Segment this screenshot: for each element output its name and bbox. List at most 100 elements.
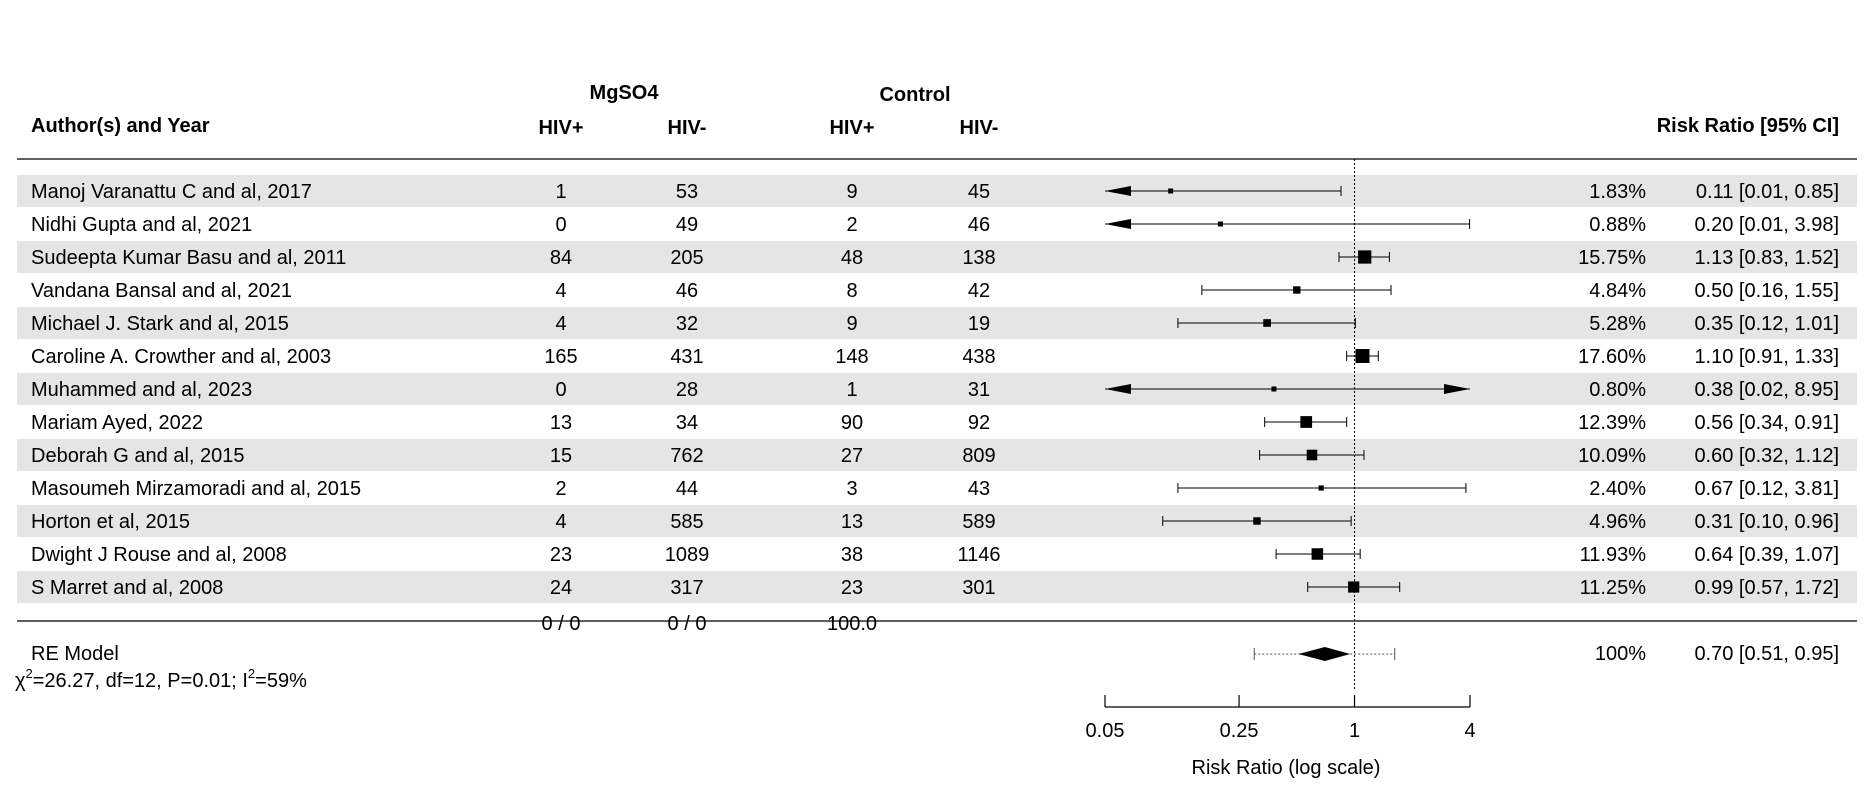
point-estimate: [1217, 221, 1223, 227]
study-weight: 11.25%: [1580, 577, 1647, 599]
cell-mg-hiv-neg: 32: [676, 313, 698, 335]
cell-ctrl-hiv-neg: 45: [968, 181, 990, 203]
cell-ctrl-hiv-neg: 19: [968, 313, 990, 335]
row-band: [17, 307, 1857, 339]
point-estimate: [1293, 286, 1301, 294]
x-tick-label: 0.05: [1086, 720, 1125, 742]
study-ci-text: 0.67 [0.12, 3.81]: [1694, 478, 1839, 500]
point-estimate: [1300, 416, 1313, 428]
cell-ctrl-hiv-pos: 3: [846, 478, 857, 500]
row-band: [17, 439, 1857, 471]
header-risk-ratio: Risk Ratio [95% CI]: [1657, 115, 1839, 137]
cell-mg-hiv-neg: 317: [670, 577, 703, 599]
point-estimate: [1263, 319, 1271, 327]
cell-mg-hiv-neg: 431: [670, 346, 703, 368]
study-weight: 1.83%: [1589, 181, 1646, 203]
cell-ctrl-hiv-pos: 2: [846, 214, 857, 236]
study-label: Caroline A. Crowther and al, 2003: [31, 346, 331, 368]
header-ctrl-hiv-pos: HIV+: [829, 117, 874, 139]
study-ci-text: 0.64 [0.39, 1.07]: [1694, 544, 1839, 566]
cell-ctrl-hiv-pos: 90: [841, 412, 863, 434]
cell-mg-hiv-pos: 2: [555, 478, 566, 500]
study-weight: 2.40%: [1589, 478, 1646, 500]
point-estimate: [1253, 517, 1261, 525]
cell-mg-hiv-neg: 28: [676, 379, 698, 401]
point-estimate: [1271, 386, 1277, 392]
point-estimate: [1358, 250, 1372, 264]
header-study: Author(s) and Year: [31, 115, 210, 137]
x-axis-label: Risk Ratio (log scale): [1192, 757, 1381, 779]
study-ci-text: 1.10 [0.91, 1.33]: [1694, 346, 1839, 368]
cell-mg-hiv-neg: 762: [670, 445, 703, 467]
row-bands: [17, 175, 1857, 603]
row-band: [17, 241, 1857, 273]
study-weight: 5.28%: [1589, 313, 1646, 335]
total-mg-hiv-pos: 0 / 0: [542, 613, 581, 635]
cell-mg-hiv-pos: 1: [555, 181, 566, 203]
cell-mg-hiv-neg: 205: [670, 247, 703, 269]
header-mgso4: MgSO4: [590, 82, 660, 104]
cell-ctrl-hiv-pos: 27: [841, 445, 863, 467]
ci-left-arrow: [1105, 219, 1131, 229]
cell-ctrl-hiv-neg: 43: [968, 478, 990, 500]
study-ci-text: 0.38 [0.02, 8.95]: [1694, 379, 1839, 401]
study-weight: 15.75%: [1578, 247, 1646, 269]
header-ctrl-hiv-neg: HIV-: [960, 117, 999, 139]
cell-ctrl-hiv-pos: 48: [841, 247, 863, 269]
study-ci-text: 0.99 [0.57, 1.72]: [1694, 577, 1839, 599]
study-weight: 4.96%: [1589, 511, 1646, 533]
point-estimate: [1311, 548, 1324, 560]
cell-mg-hiv-neg: 46: [676, 280, 698, 302]
study-ci-text: 0.35 [0.12, 1.01]: [1694, 313, 1839, 335]
x-tick-label: 0.25: [1220, 720, 1259, 742]
cell-ctrl-hiv-neg: 46: [968, 214, 990, 236]
heterogeneity-stats: χ2=26.27, df=12, P=0.01; I2=59%: [15, 666, 307, 692]
cell-ctrl-hiv-pos: 8: [846, 280, 857, 302]
ci-left-arrow: [1105, 384, 1131, 394]
study-weight: 12.39%: [1578, 412, 1646, 434]
summary-weight: 100%: [1595, 643, 1646, 665]
study-weight: 4.84%: [1589, 280, 1646, 302]
study-label: Manoj Varanattu C and al, 2017: [31, 181, 312, 203]
study-ci-text: 0.60 [0.32, 1.12]: [1694, 445, 1839, 467]
cell-mg-hiv-neg: 34: [676, 412, 698, 434]
cell-mg-hiv-neg: 1089: [665, 544, 710, 566]
study-ci-text: 0.20 [0.01, 3.98]: [1694, 214, 1839, 236]
cell-mg-hiv-pos: 165: [544, 346, 577, 368]
cell-ctrl-hiv-neg: 92: [968, 412, 990, 434]
cell-mg-hiv-neg: 49: [676, 214, 698, 236]
cell-mg-hiv-pos: 13: [550, 412, 572, 434]
study-label: Horton et al, 2015: [31, 511, 190, 533]
x-tick-label: 4: [1464, 720, 1475, 742]
x-axis-ticks: 0.05 0.25 1 4: [1086, 695, 1476, 742]
row-band: [17, 505, 1857, 537]
cell-ctrl-hiv-pos: 38: [841, 544, 863, 566]
study-ci-text: 0.11 [0.01, 0.85]: [1696, 181, 1839, 203]
point-estimate: [1306, 449, 1318, 461]
cell-ctrl-hiv-pos: 148: [835, 346, 868, 368]
cell-mg-hiv-pos: 23: [550, 544, 572, 566]
summary-diamond: [1298, 647, 1351, 661]
study-ci-text: 0.31 [0.10, 0.96]: [1694, 511, 1839, 533]
study-label: Sudeepta Kumar Basu and al, 2011: [31, 247, 346, 269]
cell-ctrl-hiv-pos: 9: [846, 181, 857, 203]
study-label: Muhammed and al, 2023: [31, 379, 252, 401]
cell-ctrl-hiv-neg: 438: [962, 346, 995, 368]
cell-ctrl-hiv-neg: 138: [962, 247, 995, 269]
header-mg-hiv-neg: HIV-: [668, 117, 707, 139]
study-weight: 11.93%: [1580, 544, 1647, 566]
cell-ctrl-hiv-pos: 9: [846, 313, 857, 335]
study-label: Deborah G and al, 2015: [31, 445, 245, 467]
summary-label: RE Model: [31, 643, 119, 665]
study-label: Mariam Ayed, 2022: [31, 412, 203, 434]
header-control: Control: [879, 84, 950, 106]
cell-ctrl-hiv-neg: 809: [962, 445, 995, 467]
cell-ctrl-hiv-pos: 13: [841, 511, 863, 533]
cell-ctrl-hiv-pos: 23: [841, 577, 863, 599]
cell-mg-hiv-pos: 4: [555, 280, 566, 302]
cell-mg-hiv-pos: 0: [555, 379, 566, 401]
row-band: [17, 373, 1857, 405]
point-estimate: [1318, 485, 1324, 491]
cell-mg-hiv-neg: 585: [670, 511, 703, 533]
ci-right-arrow: [1444, 384, 1470, 394]
